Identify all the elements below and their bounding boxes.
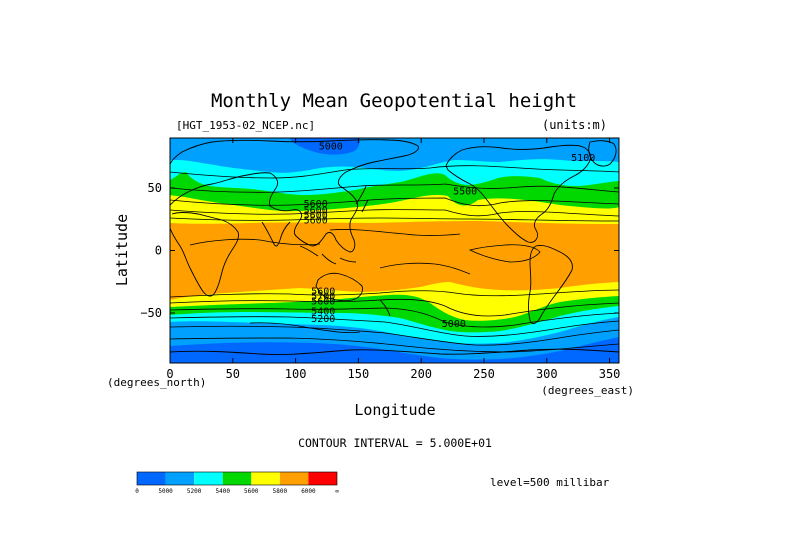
contour-label: 5600 bbox=[304, 205, 328, 216]
y-axis-units: (degrees_north) bbox=[107, 376, 206, 389]
contour-label: 5000 bbox=[319, 142, 343, 153]
colorbar-swatch bbox=[137, 472, 166, 485]
y-tick-label: 50 bbox=[148, 181, 162, 195]
coast-africa bbox=[170, 212, 239, 297]
contour-label: 5600 bbox=[311, 297, 335, 308]
coast-north-america bbox=[445, 144, 591, 243]
colorbar-swatch bbox=[165, 472, 195, 485]
colorbar-swatch bbox=[222, 472, 252, 485]
colorbar-label: 5200 bbox=[187, 488, 202, 495]
contour-label: 5000 bbox=[442, 319, 466, 330]
y-tick-label: 0 bbox=[155, 244, 162, 258]
colorbar-label: 0 bbox=[135, 488, 139, 495]
x-tick-label: 100 bbox=[285, 367, 307, 381]
coast-south-america bbox=[528, 245, 573, 325]
contour-label-layer: 5000510055005600560056005600560057005600… bbox=[304, 142, 596, 331]
x-tick-label: 300 bbox=[536, 367, 558, 381]
coast-indonesia bbox=[299, 245, 357, 265]
x-tick-label: 0 bbox=[166, 367, 173, 381]
colorbar: 0 5000 5200 5400 5600 5800 6000 ∞ bbox=[135, 471, 339, 495]
coast-new-zealand bbox=[379, 299, 391, 317]
colorbar-frame bbox=[136, 471, 338, 486]
x-tick-label: 150 bbox=[348, 367, 370, 381]
coast-australia bbox=[315, 272, 363, 302]
level-label: level=500 millibar bbox=[490, 476, 610, 489]
coast-greenland bbox=[588, 140, 617, 167]
x-tick-label: 250 bbox=[473, 367, 495, 381]
y-axis-label: Latitude bbox=[113, 214, 131, 286]
coast-antarctica bbox=[170, 348, 619, 355]
colorbar-label: 5000 bbox=[158, 488, 173, 495]
x-tick-label: 200 bbox=[410, 367, 432, 381]
colorbar-swatch bbox=[251, 472, 280, 485]
colorbar-label: ∞ bbox=[335, 488, 339, 495]
contour-interval: CONTOUR INTERVAL = 5.000E+01 bbox=[298, 436, 492, 450]
y-tick-label: −50 bbox=[140, 306, 162, 320]
x-axis-label: Longitude bbox=[354, 401, 435, 419]
colorbar-label: 5800 bbox=[273, 488, 288, 495]
band-5000-north bbox=[290, 138, 360, 155]
units-label: (units:m) bbox=[542, 118, 607, 132]
band-5000-south bbox=[170, 337, 619, 363]
contour-label: 5600 bbox=[304, 199, 328, 210]
contour-label: 5100 bbox=[571, 153, 595, 164]
axis-ticks: 0 50 100 150 200 250 300 350 50 0 −50 bbox=[140, 138, 620, 381]
contour-label: 5400 bbox=[311, 307, 335, 318]
colorbar-swatch bbox=[279, 472, 309, 485]
x-tick-label: 350 bbox=[599, 367, 621, 381]
colorbar-label: 6000 bbox=[301, 488, 316, 495]
band-5200-north bbox=[170, 138, 619, 173]
colorbar-swatch bbox=[308, 472, 337, 485]
x-axis-units: (degrees_east) bbox=[541, 384, 634, 397]
contour-label: 5600 bbox=[311, 287, 335, 298]
coast-india bbox=[261, 221, 291, 247]
file-label: [HGT_1953-02_NCEP.nc] bbox=[176, 119, 315, 132]
chart-title: Monthly Mean Geopotential height bbox=[211, 90, 577, 112]
contour-label: 5600 bbox=[304, 210, 328, 221]
coast-eurasia bbox=[170, 139, 419, 253]
contour-lines bbox=[170, 165, 619, 353]
coastlines bbox=[170, 139, 619, 355]
colorbar-label: 5400 bbox=[215, 488, 230, 495]
colorbar-label: 5600 bbox=[244, 488, 259, 495]
contour-label: 5500 bbox=[453, 187, 477, 198]
coast-japan bbox=[355, 185, 369, 213]
contour-label: 5700 bbox=[311, 292, 335, 303]
contour-label: 5600 bbox=[304, 215, 328, 226]
contour-label: 5200 bbox=[311, 314, 335, 325]
x-tick-label: 50 bbox=[226, 367, 240, 381]
colorbar-swatch bbox=[194, 472, 223, 485]
map-field: 5000510055005600560056005600560057005600… bbox=[170, 138, 619, 363]
